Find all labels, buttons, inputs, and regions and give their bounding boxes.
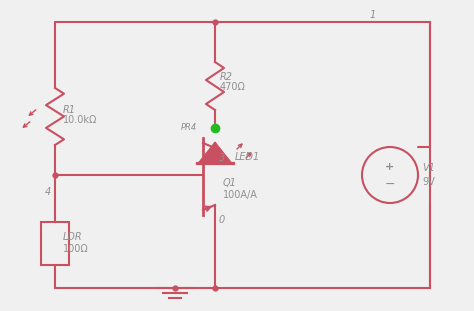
Text: 1: 1 [370,10,376,20]
Text: +: + [385,162,395,172]
Text: 0: 0 [219,215,225,225]
Text: Q1: Q1 [223,178,237,188]
Text: R2: R2 [220,72,233,82]
Text: LED1: LED1 [235,152,260,162]
Text: 10.0kΩ: 10.0kΩ [63,115,97,125]
Text: 470Ω: 470Ω [220,82,246,92]
Bar [41,222,69,265]
Text: 100A/A: 100A/A [223,190,258,200]
Text: −: − [385,178,395,191]
Text: 100Ω: 100Ω [63,244,89,254]
Text: PR4: PR4 [181,123,197,132]
Text: LDR: LDR [63,232,82,242]
Text: 3: 3 [219,153,225,163]
Polygon shape [199,143,231,163]
Text: 4: 4 [45,187,51,197]
Text: 9V: 9V [422,177,435,187]
Text: R1: R1 [63,105,76,115]
Text: V1: V1 [422,163,435,173]
